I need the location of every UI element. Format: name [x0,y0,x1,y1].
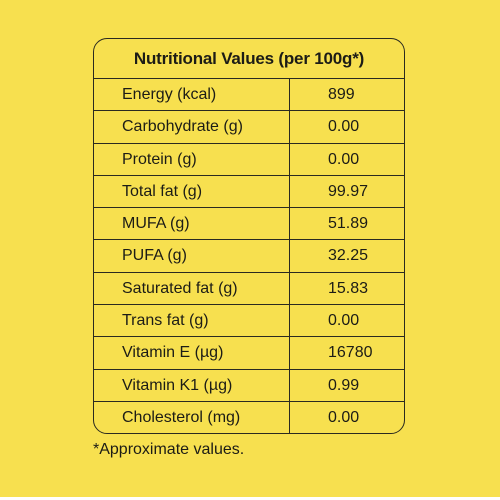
nutrient-value: 0.00 [328,312,360,330]
table-row: PUFA (g) 32.25 [94,240,404,273]
nutrition-table: Nutritional Values (per 100g*) Energy (k… [93,38,405,434]
table-row: Vitamin K1 (µg) 0.99 [94,369,404,402]
nutrient-label: Vitamin E (µg) [94,337,290,369]
nutrient-label: Protein (g) [94,143,290,175]
nutrient-label: Cholesterol (mg) [94,401,290,433]
nutrient-value: 15.83 [328,279,369,297]
table-row: Saturated fat (g) 15.83 [94,272,404,306]
nutrient-label: Total fat (g) [94,175,290,208]
nutrient-value: 899 [328,86,355,103]
table-row: Trans fat (g) 0.00 [94,305,404,338]
nutrient-label: MUFA (g) [94,208,290,240]
nutrient-value: 99.97 [328,182,369,200]
nutrient-value: 0.99 [328,376,360,394]
table-row: MUFA (g) 51.89 [94,208,404,241]
table-row: Total fat (g) 99.97 [94,175,404,209]
nutrient-label: PUFA (g) [94,240,290,272]
nutrient-value: 0.00 [328,408,360,426]
table-row: Carbohydrate (g) 0.00 [94,111,404,144]
footnote: *Approximate values. [93,441,245,458]
table-row: Energy (kcal) 899 [94,79,404,112]
table-row: Cholesterol (mg) 0.00 [94,401,404,433]
table-title: Nutritional Values (per 100g*) [94,39,404,79]
nutrient-label: Trans fat (g) [94,305,290,337]
nutrient-label: Carbohydrate (g) [94,111,290,143]
nutrient-label: Vitamin K1 (µg) [94,369,290,401]
nutrient-value: 0.00 [328,118,360,136]
nutrient-label: Saturated fat (g) [94,272,290,305]
table-row: Vitamin E (µg) 16780 [94,337,404,370]
nutrient-value: 32.25 [328,247,369,265]
nutrient-label: Energy (kcal) [94,79,290,111]
nutrient-value: 0.00 [328,150,360,168]
nutrient-value: 16780 [328,344,373,362]
nutrient-value: 51.89 [328,215,369,233]
table-row: Protein (g) 0.00 [94,143,404,176]
